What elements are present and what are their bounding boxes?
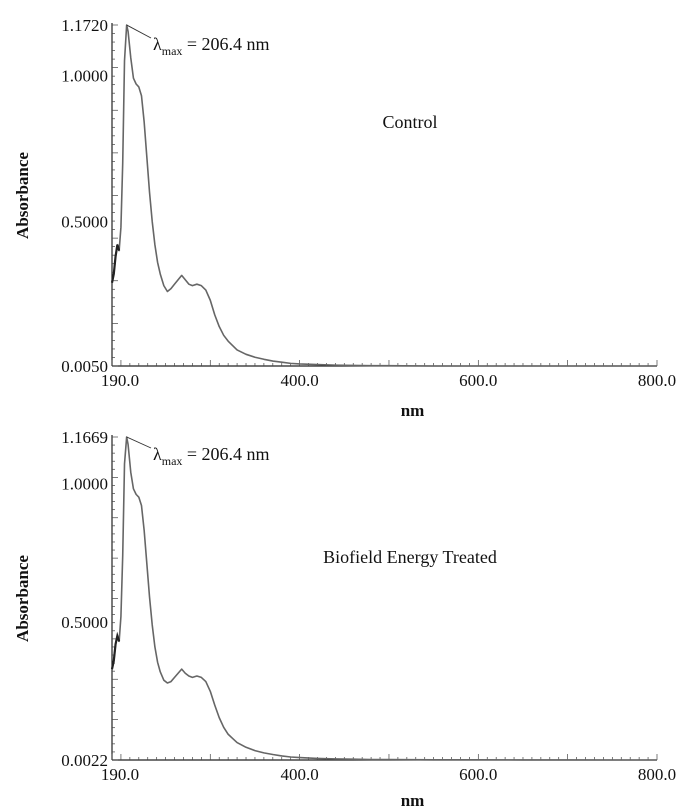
x-tick-label: 400.0 [280,765,318,784]
lambda-max-label: λmax = 206.4 nm [153,444,270,468]
spectrum-line [111,436,657,761]
x-tick-label: 190.0 [101,765,139,784]
spectrum-line [111,24,657,367]
x-tick-label: 800.0 [638,371,676,390]
y-tick-label: 0.5000 [61,613,108,632]
panel-label: Biofield Energy Treated [323,547,497,567]
y-axis-title: Absorbance [13,555,32,642]
spectrum-noise-segment [110,631,121,670]
x-tick-label: 600.0 [459,765,497,784]
y-tick-label: 1.0000 [61,474,108,493]
x-tick-label: 190.0 [101,371,139,390]
x-axis-title: nm [401,401,425,420]
y-tick-label: 1.0000 [61,66,108,85]
y-axis-title: Absorbance [13,152,32,239]
x-tick-label: 800.0 [638,765,676,784]
y-tick-label: 1.1720 [61,16,108,35]
y-tick-label: 0.0022 [61,751,108,770]
y-tick-label: 1.1669 [61,428,108,447]
chart-panel-2: 0.0022 0.5000 1.0000 1.1669 190.0 400.0 600.0 8… [13,428,676,810]
lambda-max-leader [126,436,152,449]
lambda-max-label: λmax = 206.4 nm [153,34,270,58]
y-tick-label: 0.5000 [61,212,108,231]
spectrum-noise-segment [110,244,121,283]
y-tick-label: 0.0050 [61,357,108,376]
lambda-max-leader [126,24,152,39]
x-axis-title: nm [401,791,425,810]
panel-label: Control [382,112,437,132]
chart-panel-1: 0.0050 0.5000 1.0000 1.1720 190.0 400.0 600.0 8… [13,16,676,420]
x-tick-label: 600.0 [459,371,497,390]
x-tick-label: 400.0 [280,371,318,390]
